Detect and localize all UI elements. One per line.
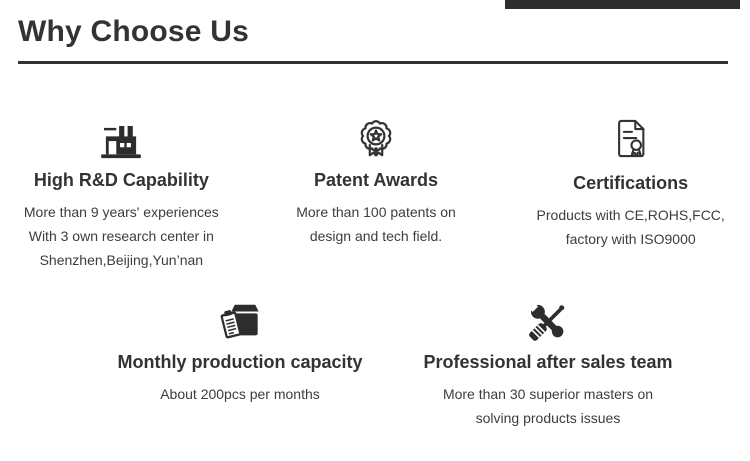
feature-title: Patent Awards (313, 170, 439, 190)
medal-icon (356, 118, 396, 160)
section-header: Why Choose Us (0, 0, 750, 49)
feature-description: About 200pcs per months (160, 382, 320, 406)
feature-title: High R&D Capability (33, 170, 209, 190)
title-underline (18, 61, 728, 64)
feature-card-production-capacity: Monthly production capacity About 200pcs… (90, 300, 390, 430)
feature-line: More than 100 patents on (296, 204, 456, 220)
feature-line: About 200pcs per months (160, 386, 320, 402)
feature-title: Certifications (573, 173, 689, 193)
feature-line: Products with CE,ROHS,FCC, (536, 207, 725, 223)
feature-line: factory with ISO9000 (565, 231, 696, 247)
feature-description: More than 100 patents on design and tech… (296, 200, 456, 248)
feature-card-patent-awards: Patent Awards More than 100 patents on d… (257, 118, 496, 272)
features-row-1: High R&D Capability More than 9 years' e… (0, 118, 750, 272)
features-row-2: Monthly production capacity About 200pcs… (90, 300, 750, 430)
production-box-icon (217, 300, 263, 342)
feature-line: More than 30 superior masters on (442, 386, 654, 402)
tools-icon (526, 300, 570, 342)
certificate-icon (612, 118, 650, 160)
feature-line: design and tech field. (309, 228, 443, 244)
feature-line: Shenzhen,Beijing,Yun’nan (39, 252, 204, 268)
feature-line: solving products issues (475, 410, 621, 426)
feature-description: More than 30 superior masters on solving… (443, 382, 653, 430)
feature-card-certifications: Certifications Products with CE,ROHS,FCC… (511, 118, 750, 272)
feature-line: More than 9 years' experiences (23, 204, 219, 220)
feature-title: Monthly production capacity (117, 352, 363, 372)
factory-icon (98, 118, 144, 160)
feature-line: With 3 own research center in (28, 228, 214, 244)
feature-card-after-sales-team: Professional after sales team More than … (398, 300, 698, 430)
feature-card-high-rd-capability: High R&D Capability More than 9 years' e… (2, 118, 241, 272)
feature-description: Products with CE,ROHS,FCC, factory with … (537, 203, 725, 251)
page-title: Why Choose Us (18, 15, 249, 48)
decorative-top-bar (505, 0, 740, 9)
feature-description: More than 9 years' experiences With 3 ow… (24, 200, 219, 272)
feature-title: Professional after sales team (423, 352, 673, 372)
